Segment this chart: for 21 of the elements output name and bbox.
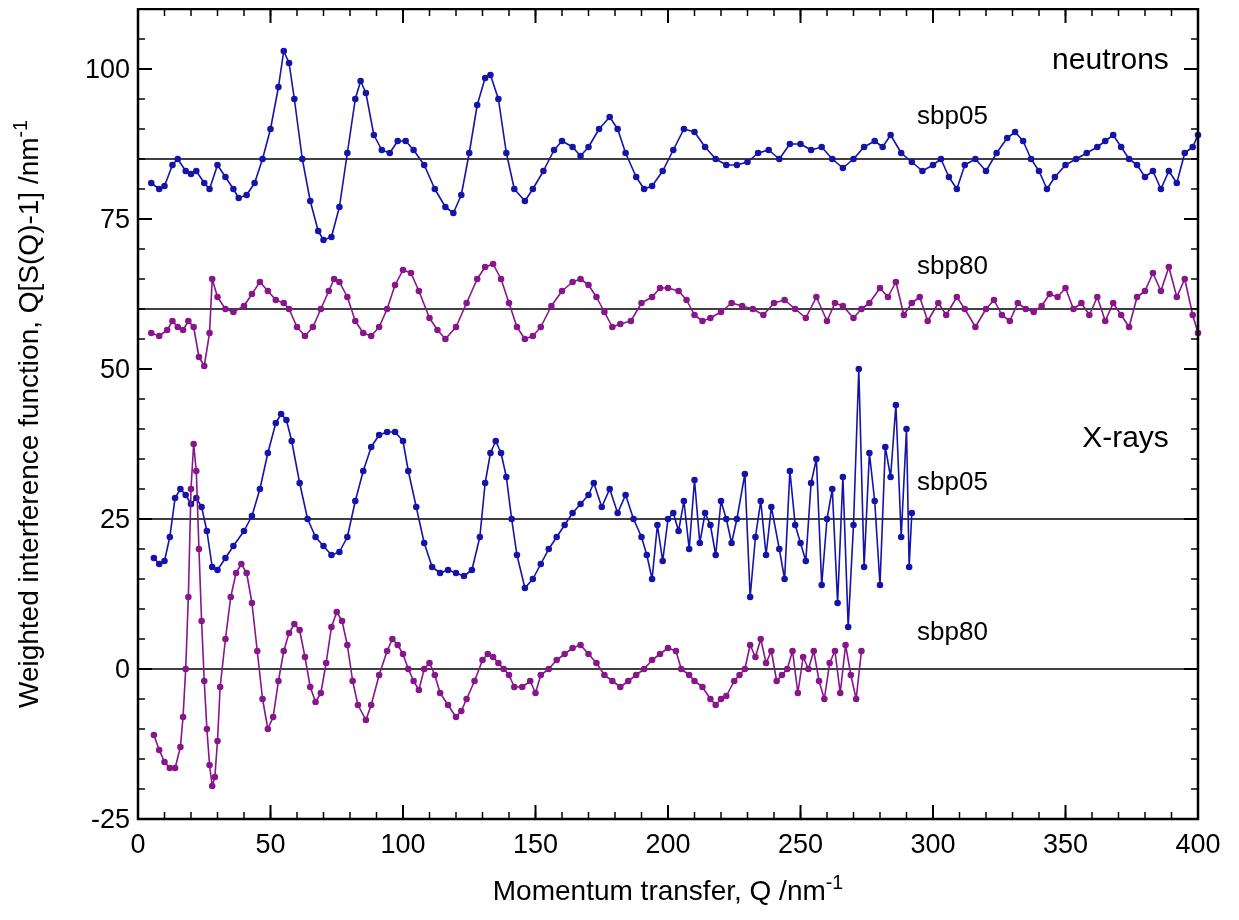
y-tick-label: 75 bbox=[99, 204, 130, 235]
series-label: sbp05 bbox=[917, 100, 988, 130]
annotation: neutrons bbox=[1052, 42, 1169, 75]
series-label: sbp80 bbox=[917, 250, 988, 280]
x-tick-label: 200 bbox=[645, 829, 691, 859]
y-tick-label: 50 bbox=[99, 354, 130, 385]
x-tick-label: 150 bbox=[512, 829, 559, 859]
series-label: sbp05 bbox=[917, 466, 988, 496]
y-tick-label: 0 bbox=[114, 654, 130, 685]
x-tick-label: 300 bbox=[910, 829, 956, 859]
y-tick-label: 100 bbox=[84, 54, 130, 85]
x-tick-label: 250 bbox=[777, 829, 824, 859]
y-tick-label: -25 bbox=[90, 804, 130, 835]
x-tick-label: 350 bbox=[1042, 829, 1089, 859]
y-tick-label: 25 bbox=[99, 504, 130, 535]
x-axis-title: Momentum transfer, Q /nm$^{-1}$ bbox=[492, 871, 844, 906]
text: sbp80 bbox=[917, 616, 988, 646]
annotation: X-rays bbox=[1082, 420, 1169, 453]
x-tick-label: 50 bbox=[255, 829, 286, 859]
x-tick-label: 100 bbox=[380, 829, 426, 859]
x-tick-label: 400 bbox=[1175, 829, 1221, 859]
